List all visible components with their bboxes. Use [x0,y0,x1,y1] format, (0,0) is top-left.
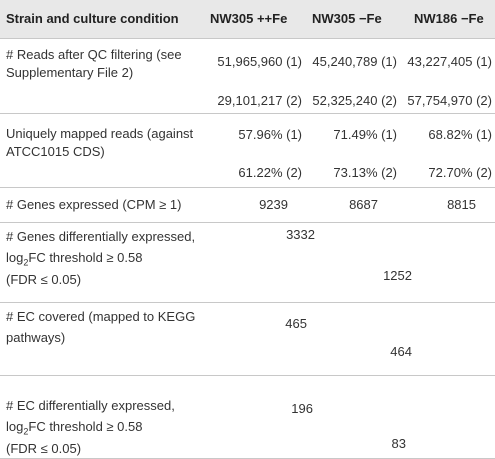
label-part: FC threshold ≥ 0.58 [28,419,143,434]
header-cell: NW186 −Fe [414,11,484,26]
row-label: Supplementary File 2) [6,65,134,80]
row-label: # Reads after QC filtering (see [6,47,182,62]
row-label: # EC differentially expressed, [6,398,175,413]
cell: 71.49% (1) [333,127,397,142]
row-label: log2FC threshold ≥ 0.58 [6,250,143,268]
cell: 57.96% (1) [238,127,302,142]
cell: 51,965,960 (1) [217,54,302,69]
cell: 8687 [349,197,378,212]
row-line [0,222,495,223]
cell: 57,754,970 (2) [407,93,492,108]
label-part: log [6,250,24,265]
row-label: # Genes differentially expressed, [6,229,196,244]
cell: 464 [390,344,412,359]
subscript: 2 [23,426,29,437]
cell: 3332 [286,227,315,242]
row-line [0,38,495,39]
row-label: (FDR ≤ 0.05) [6,272,82,287]
cell: 8815 [447,197,476,212]
cell: 9239 [259,197,288,212]
row-line [0,187,495,188]
cell: 465 [285,316,307,331]
cell: 29,101,217 (2) [217,93,302,108]
row-line [0,302,495,303]
row-line [0,113,495,114]
header-cell: NW305 ++Fe [210,11,288,26]
cell: 83 [391,436,406,451]
cell: 61.22% (2) [238,165,302,180]
row-label: # EC covered (mapped to KEGG [6,309,196,324]
row-line [0,375,495,376]
row-label: (FDR ≤ 0.05) [6,441,82,456]
row-label: Uniquely mapped reads (against [6,126,194,141]
label-part: FC threshold ≥ 0.58 [28,250,143,265]
row-label: pathways) [6,330,66,345]
cell: 52,325,240 (2) [312,93,397,108]
cell: 68.82% (1) [428,127,492,142]
row-label: log2FC threshold ≥ 0.58 [6,419,143,437]
row-label: # Genes expressed (CPM ≥ 1) [6,197,182,212]
label-part: log [6,419,24,434]
header-cell: Strain and culture condition [6,11,179,26]
subscript: 2 [23,257,29,268]
row-label: ATCC1015 CDS) [6,144,105,159]
header-bg [0,0,495,38]
cell: 45,240,789 (1) [312,54,397,69]
cell: 196 [291,401,313,416]
cell: 43,227,405 (1) [407,54,492,69]
cell: 72.70% (2) [428,165,492,180]
header-cell: NW305 −Fe [312,11,382,26]
cell: 1252 [383,268,412,283]
cell: 73.13% (2) [333,165,397,180]
